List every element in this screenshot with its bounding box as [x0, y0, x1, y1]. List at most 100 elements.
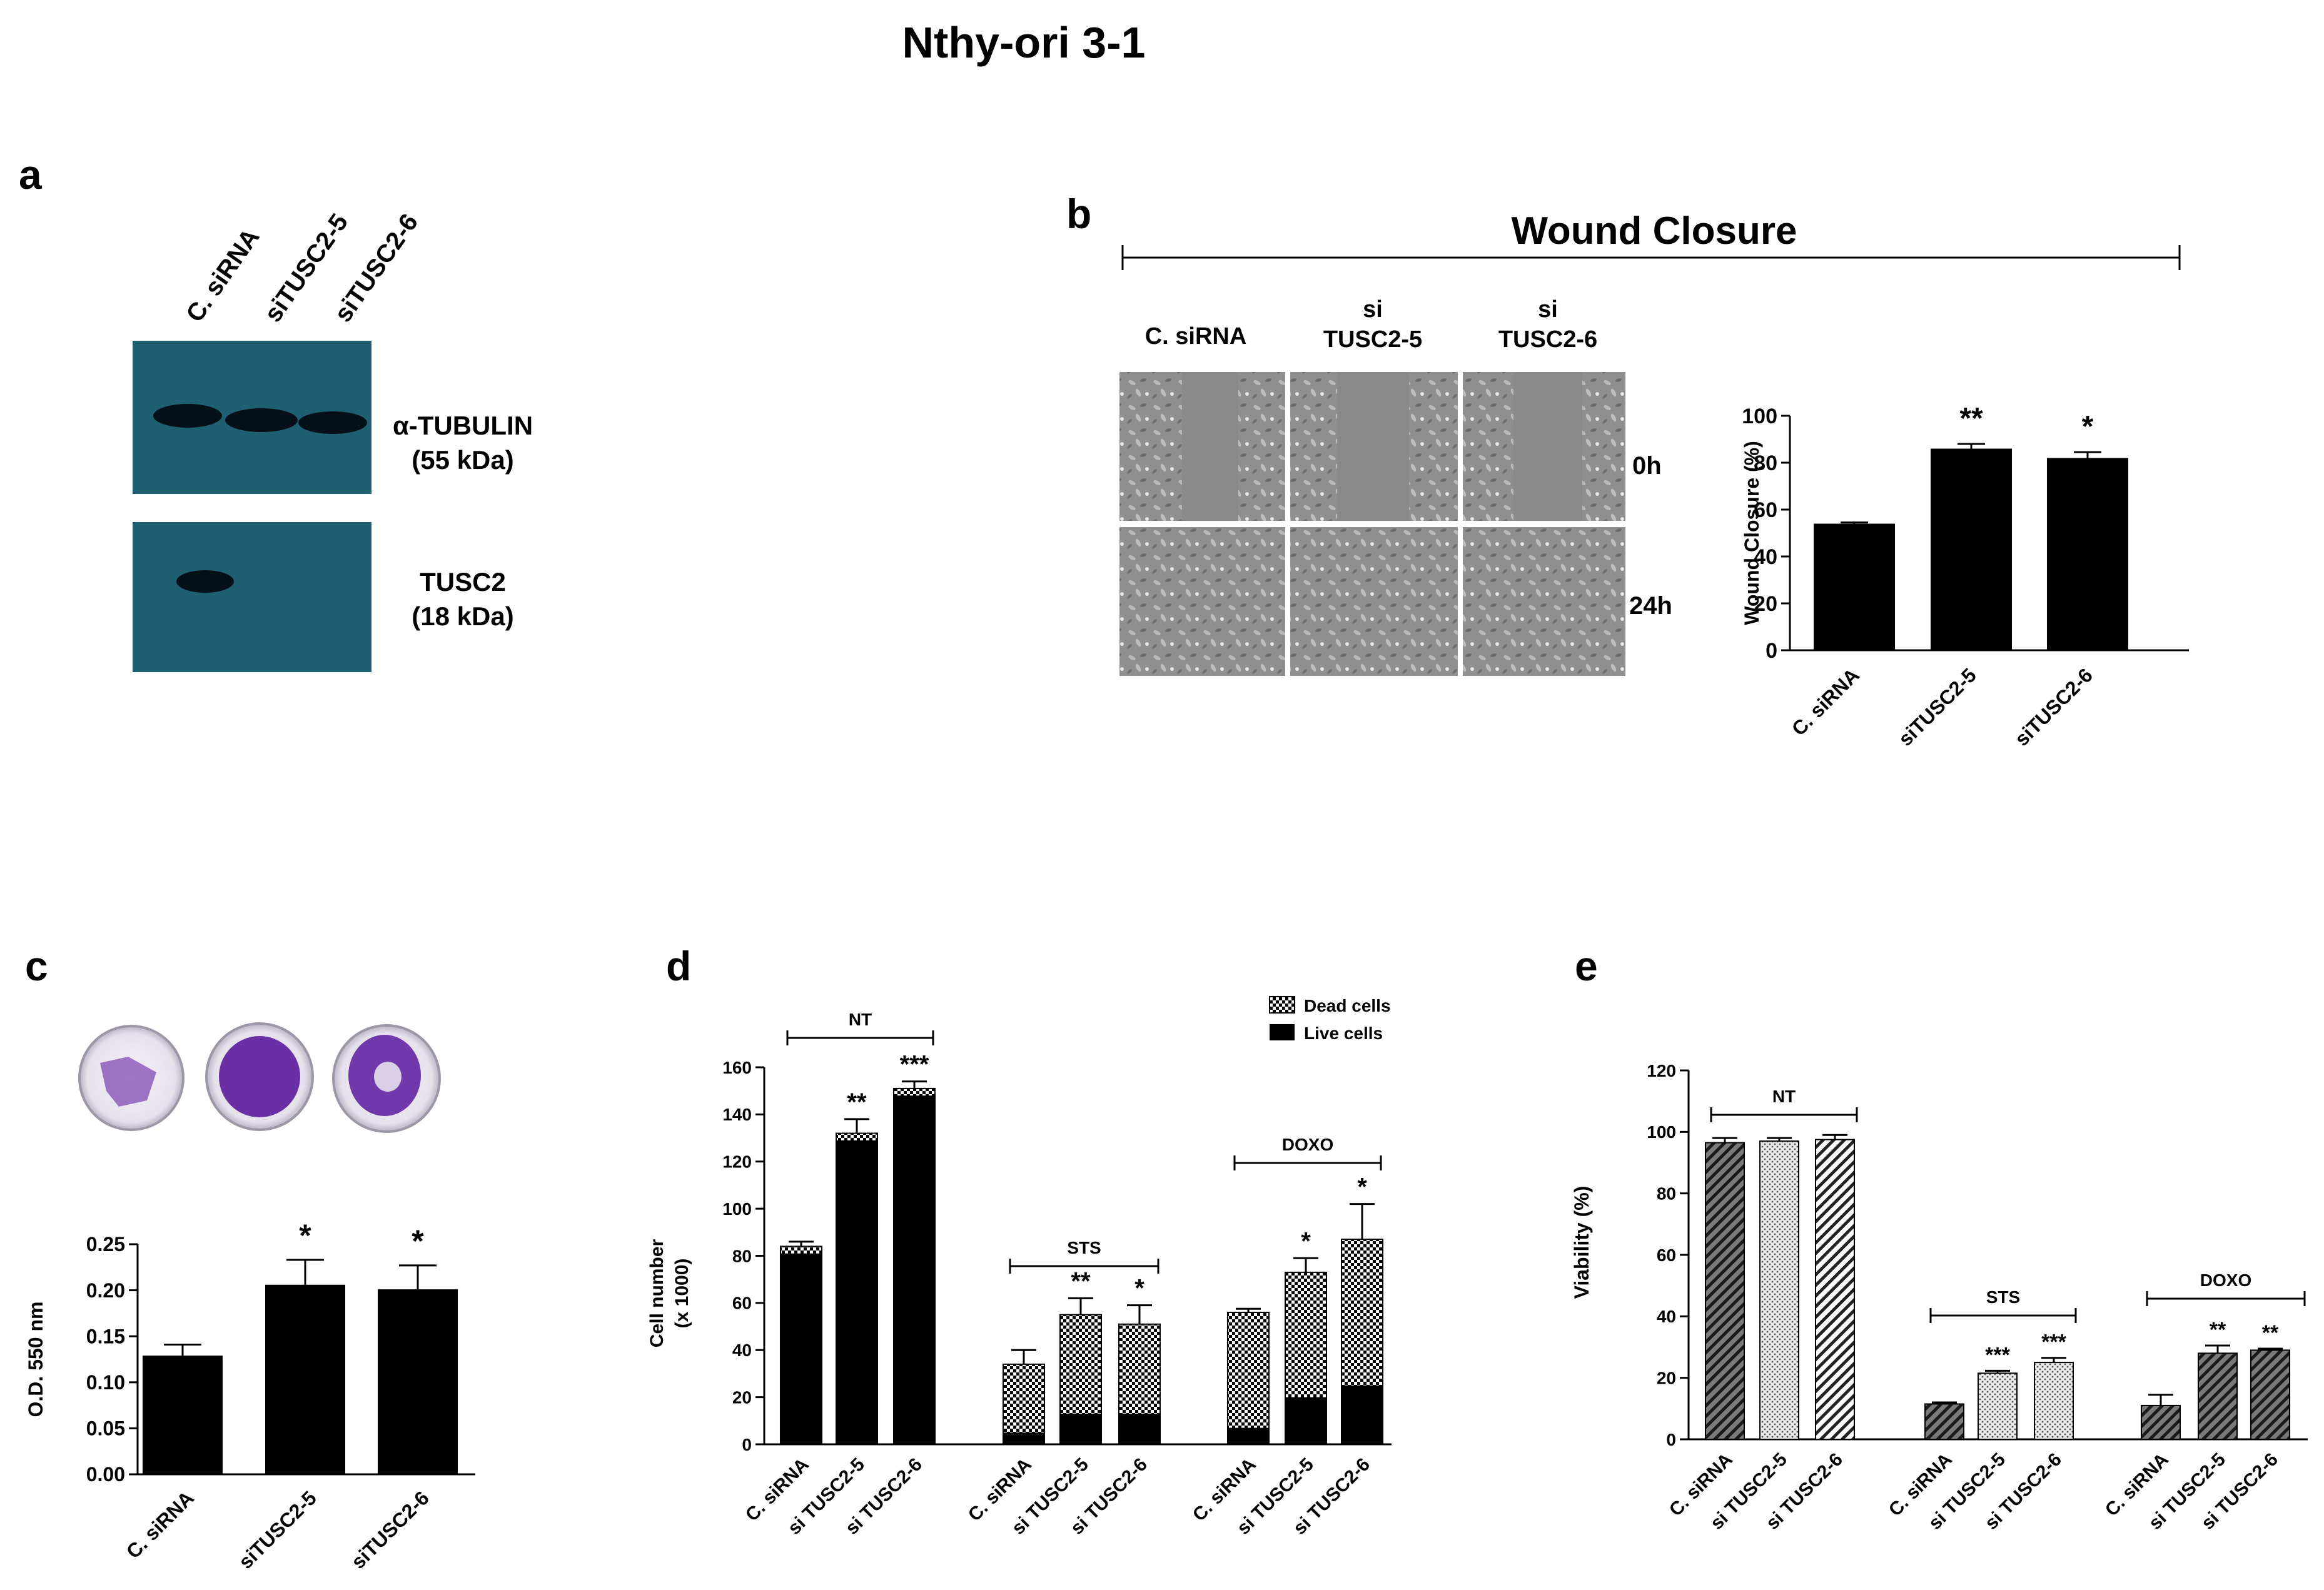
y-axis-label: O.D. 550 nm	[24, 1302, 47, 1417]
bar	[1931, 448, 2012, 650]
blot-label: TUSC2	[420, 567, 506, 596]
blot-label: (55 kDa)	[412, 445, 513, 475]
significance-marker: ***	[2041, 1331, 2066, 1354]
group-label: NT	[1772, 1087, 1796, 1106]
bar	[1924, 1403, 1964, 1440]
micrograph-column-label: si	[1363, 296, 1383, 323]
y-axis-label: Wound Closure (%)	[1740, 441, 1763, 625]
group-label: STS	[1067, 1238, 1101, 1257]
bar	[378, 1289, 458, 1474]
blot-label: α-TUBULIN	[393, 411, 533, 440]
bar-live-cells	[1228, 1427, 1269, 1444]
significance-marker: *	[412, 1224, 424, 1259]
y-tick-label: 0.00	[86, 1463, 125, 1486]
y-tick-label: 40	[1754, 545, 1777, 569]
bar	[2250, 1349, 2290, 1441]
panel-e-letter: e	[1575, 943, 1598, 989]
panel-a: a C. siRNA siTUSC2-5 siTUSC2-6 α-TUBULIN…	[19, 151, 533, 672]
crystal-violet-wells	[78, 1022, 441, 1133]
significance-marker: *	[299, 1218, 311, 1253]
y-tick-label: 80	[732, 1246, 752, 1265]
wound-micrographs	[1119, 372, 1625, 676]
y-tick-label: 0	[742, 1435, 752, 1454]
y-tick-label: 60	[1657, 1245, 1676, 1265]
lane-label: C. siRNA	[181, 224, 265, 327]
group-label: DOXO	[2200, 1270, 2251, 1290]
y-tick-label: 160	[722, 1058, 752, 1077]
chart-c: 0.00 0.05 0.10 0.15 0.20 0.25 O.D. 550 nm C. si…	[24, 1218, 475, 1573]
significance-marker: **	[1071, 1267, 1091, 1295]
timepoint-label: 24h	[1629, 592, 1672, 620]
y-tick-label: 100	[722, 1199, 752, 1219]
bar	[2047, 458, 2128, 650]
bar-live-cells	[836, 1140, 877, 1444]
x-tick-label: siTUSC2-6	[2010, 663, 2097, 750]
x-tick-label: C. siRNA	[1787, 663, 1864, 740]
significance-marker: ***	[1985, 1343, 2010, 1367]
panel-a-letter: a	[19, 151, 43, 198]
bar	[1759, 1140, 1799, 1441]
bar	[1814, 523, 1895, 650]
bar	[143, 1356, 223, 1474]
significance-marker: **	[847, 1089, 867, 1116]
bar-live-cells	[1003, 1432, 1044, 1444]
y-tick-label: 20	[1657, 1368, 1676, 1387]
bar-live-cells	[1285, 1397, 1326, 1444]
bar-live-cells	[781, 1253, 822, 1444]
chart-b: 0 20 40 60 80 100 Wound Closure (%) C. siRNA ** s…	[1740, 402, 2189, 750]
bar-dead-cells	[1003, 1363, 1045, 1446]
y-axis-label: Viability (%)	[1570, 1186, 1593, 1299]
western-blot-tubulin	[133, 341, 371, 494]
group-label: STS	[1986, 1287, 2020, 1307]
y-tick-label: 0.25	[86, 1233, 125, 1255]
significance-marker: *	[1301, 1227, 1311, 1255]
significance-marker: **	[2262, 1321, 2279, 1345]
bar	[265, 1284, 345, 1474]
legend-label: Live cells	[1304, 1024, 1383, 1043]
y-tick-label: 60	[1754, 498, 1777, 522]
bar	[1815, 1139, 1855, 1440]
bar	[1978, 1372, 2018, 1441]
y-tick-label: 120	[722, 1152, 752, 1172]
y-tick-label: 0	[1766, 639, 1777, 663]
group-label: DOXO	[1282, 1135, 1333, 1154]
panel-c-letter: c	[25, 943, 48, 989]
significance-marker: **	[2210, 1318, 2226, 1342]
micrograph-column-label: TUSC2-5	[1323, 326, 1422, 353]
bar-dead-cells	[1227, 1311, 1270, 1445]
significance-marker: *	[1134, 1275, 1144, 1302]
significance-marker: **	[1959, 402, 1983, 435]
y-axis-label: Cell number	[647, 1239, 667, 1347]
bar	[2034, 1362, 2074, 1440]
lane-labels: C. siRNA siTUSC2-5 siTUSC2-6	[181, 209, 423, 327]
bar	[2141, 1404, 2181, 1441]
significance-marker: ***	[900, 1051, 929, 1079]
legend-label: Dead cells	[1304, 996, 1391, 1015]
x-tick-label: siTUSC2-5	[234, 1486, 321, 1573]
western-blot-tusc2	[133, 522, 371, 672]
y-tick-label: 100	[1647, 1122, 1676, 1142]
significance-marker: *	[2082, 410, 2094, 443]
y-tick-label: 140	[722, 1105, 752, 1124]
y-tick-label: 120	[1647, 1061, 1676, 1080]
panel-d-letter: d	[666, 943, 691, 989]
bar-live-cells	[894, 1095, 935, 1444]
figure-title: Nthy-ori 3-1	[902, 18, 1146, 67]
legend-swatch-dead	[1269, 996, 1295, 1014]
y-tick-label: 20	[1754, 592, 1777, 616]
blot-label: (18 kDa)	[412, 601, 513, 631]
bar-live-cells	[1060, 1414, 1101, 1444]
y-tick-label: 100	[1742, 405, 1777, 428]
chart-d: 0 20 40 60 80 100 120 140 160 Cell number (x 1000)…	[647, 996, 1392, 1539]
x-tick-label: C. siRNA	[122, 1486, 198, 1562]
bar-live-cells	[1341, 1385, 1383, 1444]
y-tick-label: 20	[732, 1387, 752, 1407]
micrograph-column-label: si	[1538, 296, 1558, 323]
y-tick-label: 40	[732, 1341, 752, 1360]
y-tick-label: 80	[1754, 451, 1777, 475]
y-tick-label: 0	[1666, 1430, 1676, 1449]
timepoint-label: 0h	[1632, 452, 1662, 480]
panel-b-letter: b	[1066, 191, 1091, 237]
legend-swatch-live	[1270, 1024, 1295, 1040]
